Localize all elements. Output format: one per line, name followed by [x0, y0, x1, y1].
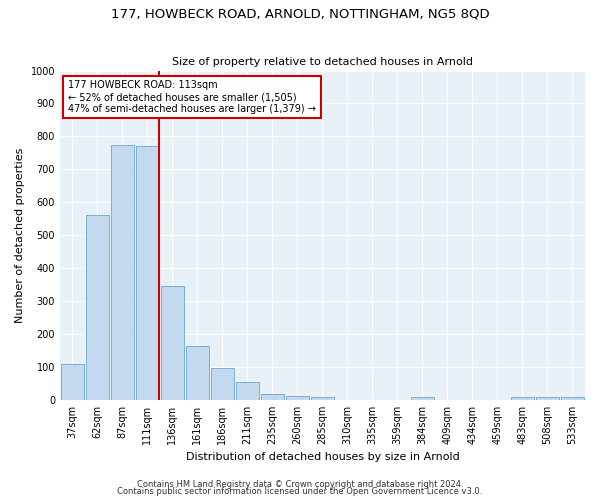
Bar [136, 146, 158, 400]
Text: Contains public sector information licensed under the Open Government Licence v3: Contains public sector information licen… [118, 487, 482, 496]
Bar [111, 144, 134, 400]
Bar [536, 398, 559, 400]
Bar [411, 398, 434, 400]
Title: Size of property relative to detached houses in Arnold: Size of property relative to detached ho… [172, 57, 473, 67]
Bar [186, 346, 209, 400]
X-axis label: Distribution of detached houses by size in Arnold: Distribution of detached houses by size … [185, 452, 460, 462]
Bar [61, 364, 83, 400]
Bar [261, 394, 284, 400]
Bar [286, 396, 309, 400]
Bar [236, 382, 259, 400]
Text: 177 HOWBECK ROAD: 113sqm
← 52% of detached houses are smaller (1,505)
47% of sem: 177 HOWBECK ROAD: 113sqm ← 52% of detach… [68, 80, 316, 114]
Text: Contains HM Land Registry data © Crown copyright and database right 2024.: Contains HM Land Registry data © Crown c… [137, 480, 463, 489]
Text: 177, HOWBECK ROAD, ARNOLD, NOTTINGHAM, NG5 8QD: 177, HOWBECK ROAD, ARNOLD, NOTTINGHAM, N… [110, 8, 490, 20]
Bar [311, 398, 334, 400]
Y-axis label: Number of detached properties: Number of detached properties [15, 148, 25, 323]
Bar [86, 216, 109, 400]
Bar [211, 368, 233, 400]
Bar [561, 398, 584, 400]
Bar [511, 396, 534, 400]
Bar [161, 286, 184, 400]
